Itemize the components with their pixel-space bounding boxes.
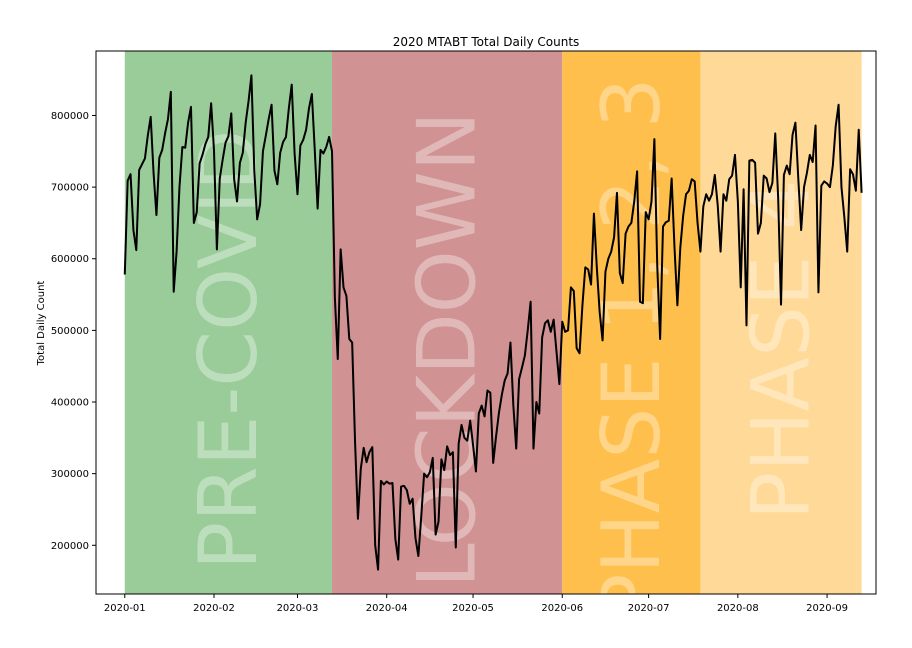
chart-title: 2020 MTABT Total Daily Counts (393, 35, 580, 49)
phase-band-0 (124, 51, 333, 594)
x-tick-label-4: 2020-05 (452, 603, 494, 614)
x-tick-label-5: 2020-06 (541, 603, 583, 614)
phase-band-1 (332, 51, 563, 594)
y-tick-label-6: 800000 (51, 111, 89, 122)
x-tick-label-0: 2020-01 (104, 603, 146, 614)
series-line (123, 74, 863, 571)
y-tick-label-4: 600000 (51, 254, 89, 265)
phase-label-3: PHASE 4 (735, 179, 828, 520)
x-tick-label-7: 2020-08 (717, 603, 759, 614)
y-tick-label-2: 400000 (51, 398, 89, 409)
x-tick-label-6: 2020-07 (628, 603, 670, 614)
phase-label-2: PHASE 1, 2, 3 (585, 78, 678, 622)
plot-frame (95, 50, 877, 595)
phase-labels: PRE-COVID LOCKDOWN PHASE 1, 2, 3 PHASE 4 (182, 78, 828, 622)
y-tick-label-3: 500000 (51, 326, 89, 337)
x-tick-label-8: 2020-09 (806, 603, 848, 614)
x-tick-label-3: 2020-04 (366, 603, 408, 614)
x-tick-label-1: 2020-02 (193, 603, 235, 614)
y-tick-label-0: 200000 (51, 541, 89, 552)
y-tick-label-1: 300000 (51, 469, 89, 480)
x-tick-label-2: 2020-03 (277, 603, 319, 614)
phase-band-2 (562, 51, 701, 594)
y-axis: 200000 300000 400000 500000 600000 700000 8000… (51, 111, 96, 552)
x-axis: 2020-01 2020-02 2020-03 2020-04 2020-05 2020-… (104, 594, 848, 614)
y-axis-label: Total Daily Count (36, 281, 47, 367)
y-tick-label-5: 700000 (51, 183, 89, 194)
phase-label-1: LOCKDOWN (401, 111, 494, 588)
